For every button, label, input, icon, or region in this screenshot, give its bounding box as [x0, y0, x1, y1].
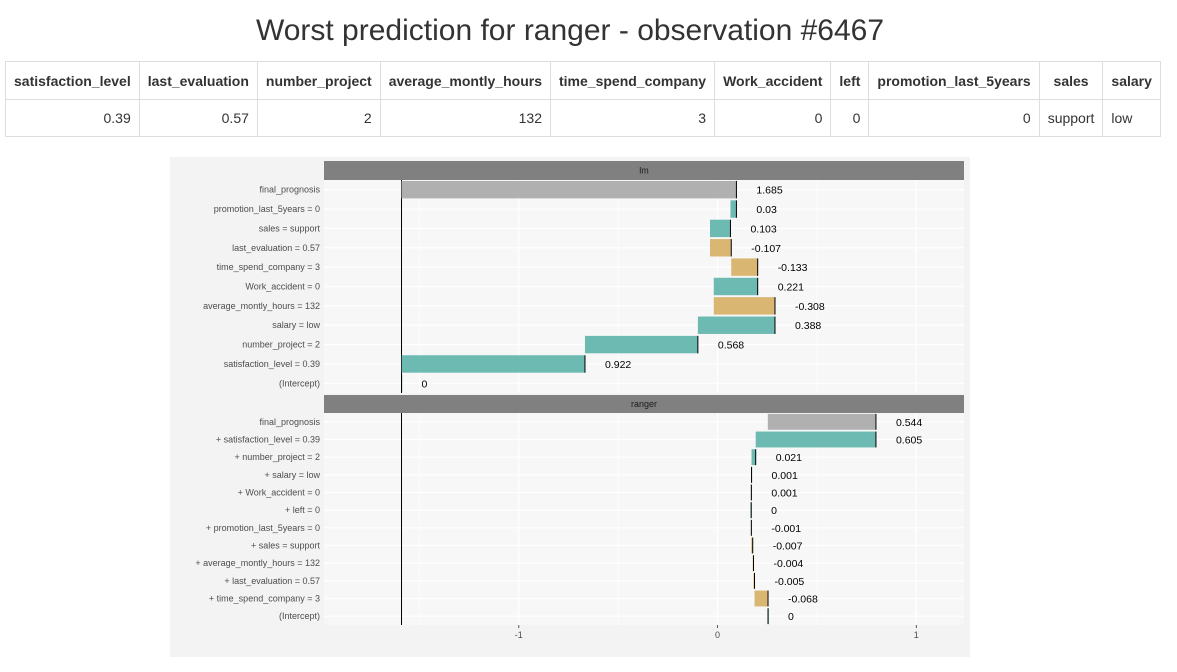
data-label: 0.103: [750, 223, 776, 235]
waterfall-bar: [751, 537, 753, 554]
x-tick-label: 0: [715, 630, 720, 640]
data-label: -0.308: [795, 301, 825, 313]
row-label: + last_evaluation = 0.57: [224, 576, 320, 586]
row-label: (Intercept): [279, 378, 320, 388]
observation-table: satisfaction_level last_evaluation numbe…: [5, 61, 1161, 137]
data-label: 0.605: [896, 435, 922, 447]
data-label: 0.021: [776, 452, 802, 464]
row-label: + time_spend_company = 3: [209, 594, 320, 604]
column-header: promotion_last_5years: [868, 61, 1040, 100]
row-label: + left = 0: [285, 505, 320, 515]
row-label: satisfaction_level = 0.39: [224, 359, 320, 369]
table-cell: 0: [714, 99, 832, 137]
waterfall-bar: [713, 297, 775, 315]
waterfall-bar: [767, 413, 876, 430]
waterfall-chart: lm final_prognosis 1.685 promotion_last_5ye…: [170, 157, 970, 657]
column-header: last_evaluation: [138, 61, 258, 100]
column-header: salary: [1102, 61, 1161, 100]
data-label: -0.004: [774, 558, 804, 570]
data-label: -0.068: [788, 594, 818, 606]
row-label: + number_project = 2: [234, 452, 320, 462]
column-header: time_spend_company: [549, 61, 716, 100]
table-cell: 2: [256, 99, 381, 137]
row-label: + Work_accident = 0: [238, 488, 320, 498]
row-label: promotion_last_5years = 0: [214, 204, 320, 214]
waterfall-bar: [584, 335, 698, 354]
data-label: -0.007: [773, 541, 803, 553]
column-header: satisfaction_level: [5, 61, 140, 100]
panel-strip: [324, 161, 964, 180]
waterfall-bar: [401, 180, 737, 199]
table-cell: 0: [830, 99, 870, 137]
data-label: 0.544: [896, 417, 922, 429]
row-label: + satisfaction_level = 0.39: [216, 435, 320, 445]
data-label: -0.133: [778, 262, 808, 274]
row-label: + promotion_last_5years = 0: [206, 523, 320, 533]
waterfall-bar: [751, 449, 756, 466]
data-label: 1.685: [756, 185, 782, 197]
data-label: 0.001: [772, 470, 798, 482]
table-cell: 132: [379, 99, 552, 137]
waterfall-bar: [709, 239, 732, 257]
waterfall-bar: [754, 590, 769, 607]
panel-strip-label: lm: [639, 166, 649, 176]
row-label: + average_montly_hours = 132: [195, 558, 320, 568]
table-cell: support: [1038, 99, 1104, 137]
column-header: Work_accident: [714, 61, 832, 100]
data-label: 0: [771, 505, 777, 517]
waterfall-bar: [401, 355, 585, 373]
waterfall-chart-svg: lm final_prognosis 1.685 promotion_last_5ye…: [170, 157, 970, 657]
data-label: 0: [422, 378, 428, 390]
waterfall-bar: [755, 431, 876, 448]
table-cell: 0: [868, 99, 1040, 137]
row-label: final_prognosis: [259, 417, 320, 427]
panel-background: [324, 413, 964, 625]
row-label: salary = low: [272, 320, 320, 330]
table-cell: 0.57: [138, 99, 258, 137]
column-header: number_project: [256, 61, 381, 100]
data-label: -0.107: [751, 243, 781, 255]
table-header-row: satisfaction_level last_evaluation numbe…: [5, 61, 1161, 100]
data-label: -0.001: [771, 523, 801, 535]
row-label: Work_accident = 0: [245, 282, 320, 292]
table-cell: 3: [549, 99, 716, 137]
column-header: left: [830, 61, 870, 100]
data-label: 0: [788, 611, 794, 623]
panel-strip-label: ranger: [631, 399, 657, 409]
data-label: 0.001: [771, 488, 797, 500]
column-header: sales: [1038, 61, 1104, 100]
data-label: 0.568: [718, 340, 744, 352]
row-label: average_montly_hours = 132: [203, 301, 320, 311]
table-row: 0.39 0.57 2 132 3 0 0 0 support low: [5, 99, 1161, 137]
row-label: number_project = 2: [242, 340, 320, 350]
data-label: 0.221: [778, 282, 804, 294]
data-label: 0.922: [605, 359, 631, 371]
column-header: average_montly_hours: [379, 61, 552, 100]
table-cell: 0.39: [5, 99, 140, 137]
row-label: + salary = low: [264, 470, 320, 480]
row-label: sales = support: [259, 223, 321, 233]
data-label: -0.005: [775, 576, 805, 588]
waterfall-bar: [697, 316, 775, 334]
data-label: 0.03: [756, 204, 777, 216]
waterfall-bar: [730, 200, 737, 218]
x-tick-label: 1: [914, 630, 919, 640]
page-title: Worst prediction for ranger - observatio…: [255, 14, 885, 47]
waterfall-bar: [713, 277, 758, 296]
data-label: 0.388: [795, 320, 821, 332]
waterfall-bar: [709, 219, 731, 238]
waterfall-bar: [731, 258, 758, 276]
row-label: last_evaluation = 0.57: [232, 243, 320, 253]
row-label: + sales = support: [251, 541, 321, 551]
row-label: final_prognosis: [259, 185, 320, 195]
panel-strip: [324, 395, 964, 413]
x-tick-label: -1: [515, 630, 523, 640]
table-cell: low: [1102, 99, 1161, 137]
row-label: (Intercept): [279, 611, 320, 621]
row-label: time_spend_company = 3: [217, 262, 320, 272]
